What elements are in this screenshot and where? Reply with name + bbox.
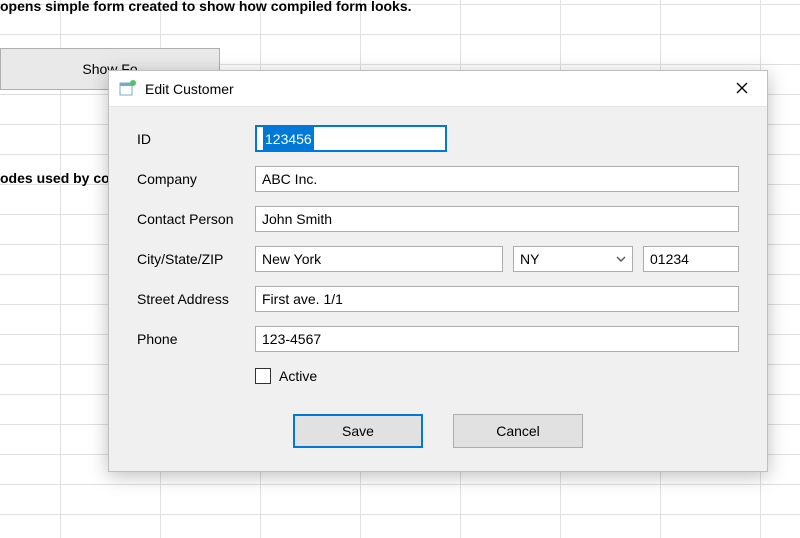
row-contact: Contact Person John Smith bbox=[137, 206, 739, 232]
chevron-down-icon bbox=[616, 247, 626, 271]
label-street: Street Address bbox=[137, 291, 255, 307]
dialog-title: Edit Customer bbox=[145, 81, 727, 97]
row-phone: Phone 123-4567 bbox=[137, 326, 739, 352]
street-input[interactable]: First ave. 1/1 bbox=[255, 286, 739, 312]
company-value: ABC Inc. bbox=[262, 167, 317, 191]
id-input[interactable]: 123456 bbox=[255, 125, 447, 152]
company-input[interactable]: ABC Inc. bbox=[255, 166, 739, 192]
zip-input[interactable]: 01234 bbox=[643, 246, 739, 272]
label-company: Company bbox=[137, 171, 255, 187]
label-city-state-zip: City/State/ZIP bbox=[137, 251, 255, 267]
form-icon bbox=[119, 80, 137, 98]
id-value: 123456 bbox=[263, 127, 314, 151]
active-checkbox[interactable] bbox=[255, 368, 271, 384]
row-id: ID 123456 bbox=[137, 125, 739, 152]
close-button[interactable] bbox=[727, 74, 757, 104]
city-input[interactable]: New York bbox=[255, 246, 503, 272]
row-active: Active bbox=[255, 368, 739, 384]
label-contact: Contact Person bbox=[137, 211, 255, 227]
state-value: NY bbox=[520, 247, 539, 271]
street-value: First ave. 1/1 bbox=[262, 287, 343, 311]
background-text-1: opens simple form created to show how co… bbox=[0, 0, 412, 14]
label-id: ID bbox=[137, 131, 255, 147]
state-select[interactable]: NY bbox=[513, 246, 633, 272]
dialog-titlebar: Edit Customer bbox=[109, 71, 767, 107]
city-value: New York bbox=[262, 247, 321, 271]
row-company: Company ABC Inc. bbox=[137, 166, 739, 192]
label-phone: Phone bbox=[137, 331, 255, 347]
form-body: ID 123456 Company ABC Inc. Contact Perso… bbox=[109, 107, 767, 448]
background-text-2: odes used by co bbox=[0, 170, 110, 186]
row-street: Street Address First ave. 1/1 bbox=[137, 286, 739, 312]
close-icon bbox=[736, 81, 748, 97]
save-button[interactable]: Save bbox=[293, 414, 423, 448]
button-row: Save Cancel bbox=[137, 414, 739, 448]
zip-value: 01234 bbox=[650, 247, 689, 271]
phone-input[interactable]: 123-4567 bbox=[255, 326, 739, 352]
label-active: Active bbox=[279, 368, 317, 384]
row-city-state-zip: City/State/ZIP New York NY 01234 bbox=[137, 246, 739, 272]
cancel-button[interactable]: Cancel bbox=[453, 414, 583, 448]
contact-value: John Smith bbox=[262, 207, 332, 231]
edit-customer-dialog: Edit Customer ID 123456 Company ABC Inc.… bbox=[108, 70, 768, 472]
phone-value: 123-4567 bbox=[262, 327, 321, 351]
contact-input[interactable]: John Smith bbox=[255, 206, 739, 232]
